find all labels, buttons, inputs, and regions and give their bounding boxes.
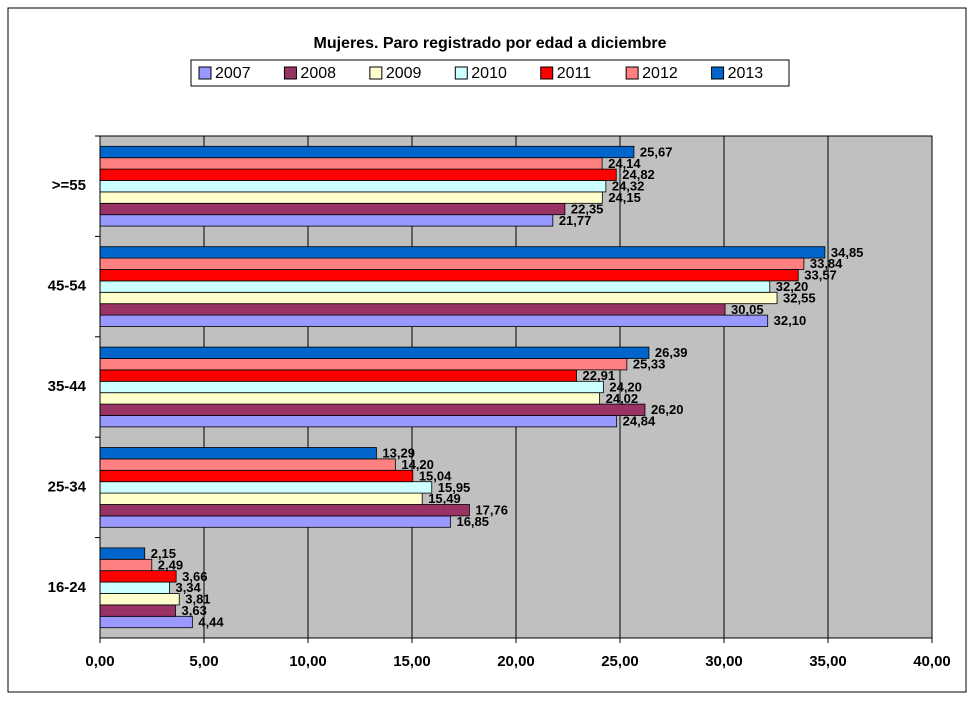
chart-title: Mujeres. Paro registrado por edad a dici… [314,35,667,52]
data-label: 24,32 [612,179,645,194]
legend-swatch [283,66,297,80]
x-tick-label: 0,00 [85,653,114,670]
bar [99,369,577,382]
data-label: 2,15 [151,546,176,561]
data-label: 30,05 [731,302,764,317]
data-label: 26,39 [655,345,688,360]
legend-swatch [625,66,639,80]
legend-label: 2008 [300,65,336,82]
legend-label: 2007 [215,65,251,82]
data-label: 26,20 [651,402,684,417]
data-label: 25,67 [640,144,673,159]
bar [99,558,153,572]
bar [99,269,799,282]
bar [99,380,604,394]
bar [99,447,377,460]
bar [99,346,650,359]
x-tick-label: 30,00 [705,653,743,670]
bar [99,280,771,293]
bar [99,481,433,494]
data-label: 17,76 [475,503,508,518]
legend-label: 2013 [728,65,764,82]
bar [99,246,826,259]
legend-swatch [369,66,383,80]
data-label: 3,63 [182,603,207,618]
legend-label: 2010 [471,65,507,82]
data-label: 22,91 [583,368,616,383]
data-label: 24,84 [623,414,656,429]
bar [99,415,618,428]
data-label: 24,14 [608,156,641,171]
bar [99,469,414,483]
bar [99,191,603,204]
y-tick-label: 25-34 [48,478,87,495]
bar [99,392,601,405]
data-label: 32,10 [774,313,807,328]
data-label: 25,33 [633,357,666,372]
y-tick-label: 16-24 [48,579,87,596]
bar [99,291,778,305]
legend-label: 2012 [642,65,678,82]
x-tick-label: 40,00 [913,653,951,670]
data-label: 24,82 [622,167,655,182]
bar [99,458,396,471]
bar [99,615,193,629]
data-label: 24,02 [606,391,639,406]
bar [99,257,805,270]
data-label: 33,84 [810,256,843,271]
bar [99,145,635,159]
y-tick-label: 45-54 [48,278,87,295]
bar [99,604,176,617]
data-label: 4,44 [198,614,224,629]
x-tick-label: 20,00 [497,653,535,670]
legend-label: 2009 [386,65,422,82]
data-label: 13,29 [382,446,415,461]
data-label: 32,55 [783,290,816,305]
data-label: 15,04 [419,468,452,483]
data-label: 16,85 [456,514,489,529]
bar [99,358,628,371]
data-label: 21,77 [559,213,592,228]
bar [99,214,554,227]
bar [99,581,170,594]
x-tick-label: 25,00 [601,653,639,670]
data-label: 15,49 [428,491,461,506]
x-tick-label: 10,00 [289,653,327,670]
bar [99,504,470,517]
legend-swatch [711,66,725,80]
bar [99,593,180,606]
data-label: 3,34 [175,580,201,595]
data-label: 3,81 [185,592,210,607]
x-tick-label: 5,00 [189,653,218,670]
y-tick-label: >=55 [52,177,86,194]
x-tick-label: 35,00 [809,653,847,670]
data-label: 24,15 [608,190,641,205]
y-tick-label: 35-44 [48,378,87,395]
bar [99,168,617,181]
data-label: 14,20 [401,457,434,472]
data-label: 15,95 [438,480,471,495]
data-label: 22,35 [571,201,604,216]
bar [99,157,603,170]
bar [99,403,646,416]
data-label: 34,85 [831,245,864,260]
data-label: 32,20 [776,279,809,294]
data-label: 2,49 [158,557,183,572]
data-label: 33,57 [804,268,837,283]
legend-label: 2011 [557,65,592,82]
x-tick-label: 15,00 [393,653,431,670]
bar [99,314,769,327]
bar [99,303,726,316]
bar [99,547,146,560]
bar [99,515,451,528]
data-label: 3,66 [182,569,207,584]
bar [99,492,423,505]
legend-swatch [198,66,212,80]
data-label: 24,20 [609,379,642,394]
legend-swatch [540,66,554,80]
legend-swatch [454,66,468,80]
bar [99,202,566,216]
bar [99,180,607,193]
